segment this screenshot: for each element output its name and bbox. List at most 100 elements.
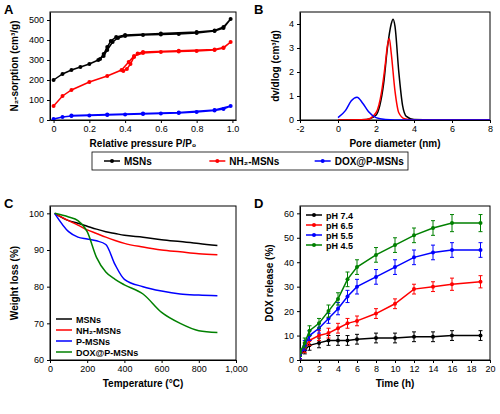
tick-label: 2: [374, 124, 379, 134]
error-cap: [479, 257, 483, 258]
line: [338, 19, 490, 120]
y-axis-title: N₂-sorption (cm³/g): [9, 20, 20, 111]
marker: [69, 114, 73, 118]
tick: 16: [447, 360, 457, 374]
legend-entry: DOX@P-MSNs: [56, 348, 138, 358]
legend-swatch: [56, 340, 72, 342]
error-cap: [346, 335, 350, 336]
error-cap: [336, 292, 340, 293]
marker: [327, 309, 331, 313]
tick-mark: [338, 120, 339, 123]
error-cap: [336, 335, 340, 336]
error-cap: [450, 242, 454, 243]
line: [55, 213, 218, 296]
error-cap: [393, 342, 397, 343]
error-cap: [346, 272, 350, 273]
tick-mark: [297, 24, 300, 25]
marker: [221, 25, 225, 29]
marker: [229, 17, 233, 21]
tick: 14: [428, 360, 438, 374]
y-axis-title: dv/dlog (cm³/g): [270, 30, 281, 102]
tick-label: 0: [298, 364, 303, 374]
tick-label: 100: [29, 209, 44, 219]
error-cap: [412, 284, 416, 285]
marker: [213, 108, 217, 112]
tick: 8: [374, 360, 379, 374]
error-cap: [327, 305, 331, 306]
error-cap: [431, 291, 435, 292]
tick-mark: [47, 287, 50, 288]
figure: 00.20.40.60.81.00100200300400500Relative…: [0, 0, 500, 414]
tick-label: 1: [289, 91, 294, 101]
tick: 3: [289, 43, 300, 53]
marker: [69, 68, 73, 72]
tick: 2: [374, 120, 379, 134]
error-cap: [393, 259, 397, 260]
tick-label: -2: [296, 124, 304, 134]
error-cap: [327, 345, 331, 346]
legend-marker: [312, 223, 316, 227]
series: [55, 213, 218, 332]
plot-area: [55, 213, 218, 332]
legend-entry: pH 5.5: [306, 231, 353, 241]
tick-mark: [376, 360, 377, 363]
tick-label: 20: [485, 364, 495, 374]
tick: 1.0: [227, 120, 240, 134]
legend-marker: [312, 243, 316, 247]
marker: [221, 26, 225, 30]
marker: [327, 331, 331, 335]
error-cap: [300, 358, 302, 359]
plot-area: [338, 19, 490, 120]
marker: [346, 338, 350, 342]
marker: [317, 341, 321, 345]
legend-entry: pH 7.4: [306, 211, 353, 221]
marker: [132, 55, 136, 59]
tick-mark: [232, 120, 233, 123]
marker: [213, 108, 217, 112]
marker: [141, 51, 145, 55]
tick-label: 6: [450, 124, 455, 134]
panel: 024681012141618200102030405060Time (h)DO…: [254, 196, 496, 389]
legend-marker: [215, 159, 219, 163]
tick-label: 100: [29, 95, 44, 105]
tick: -2: [296, 120, 304, 134]
error-cap: [346, 290, 350, 291]
legend-label: DOX@P-MSNs: [76, 348, 138, 358]
tick: 4: [289, 19, 300, 29]
tick-mark: [47, 60, 50, 61]
tick: 20: [485, 360, 495, 374]
axis-y: 0100200300400500: [29, 13, 51, 126]
tick-label: 30: [284, 282, 294, 292]
error-cap: [479, 231, 483, 232]
error-cap: [479, 275, 483, 276]
tick: 600: [155, 360, 170, 374]
tick-mark: [297, 311, 300, 312]
error-cap: [393, 333, 397, 334]
error-cap: [300, 356, 302, 357]
line: [300, 223, 481, 353]
tick: 60: [34, 355, 50, 365]
x-axis-title: Temperature (°C): [103, 378, 184, 389]
marker: [336, 297, 340, 301]
marker: [336, 307, 340, 311]
tick-mark: [297, 72, 300, 73]
tick-label: 40: [284, 258, 294, 268]
marker: [105, 113, 109, 117]
axis-line: [300, 207, 301, 361]
marker: [431, 335, 435, 339]
plot-area: [300, 215, 483, 359]
tick-label: 3: [289, 43, 294, 53]
legend-label: NH₂-MSNs: [229, 156, 279, 167]
tick-mark: [89, 120, 90, 123]
error-cap: [393, 237, 397, 238]
marker: [121, 69, 125, 73]
marker: [177, 110, 181, 114]
tick-mark: [297, 262, 300, 263]
marker: [61, 94, 65, 98]
line: [55, 213, 218, 254]
marker: [136, 51, 140, 55]
tick-mark: [47, 100, 50, 101]
legend-box: [92, 152, 408, 170]
error-cap: [308, 350, 312, 351]
marker: [374, 312, 378, 316]
